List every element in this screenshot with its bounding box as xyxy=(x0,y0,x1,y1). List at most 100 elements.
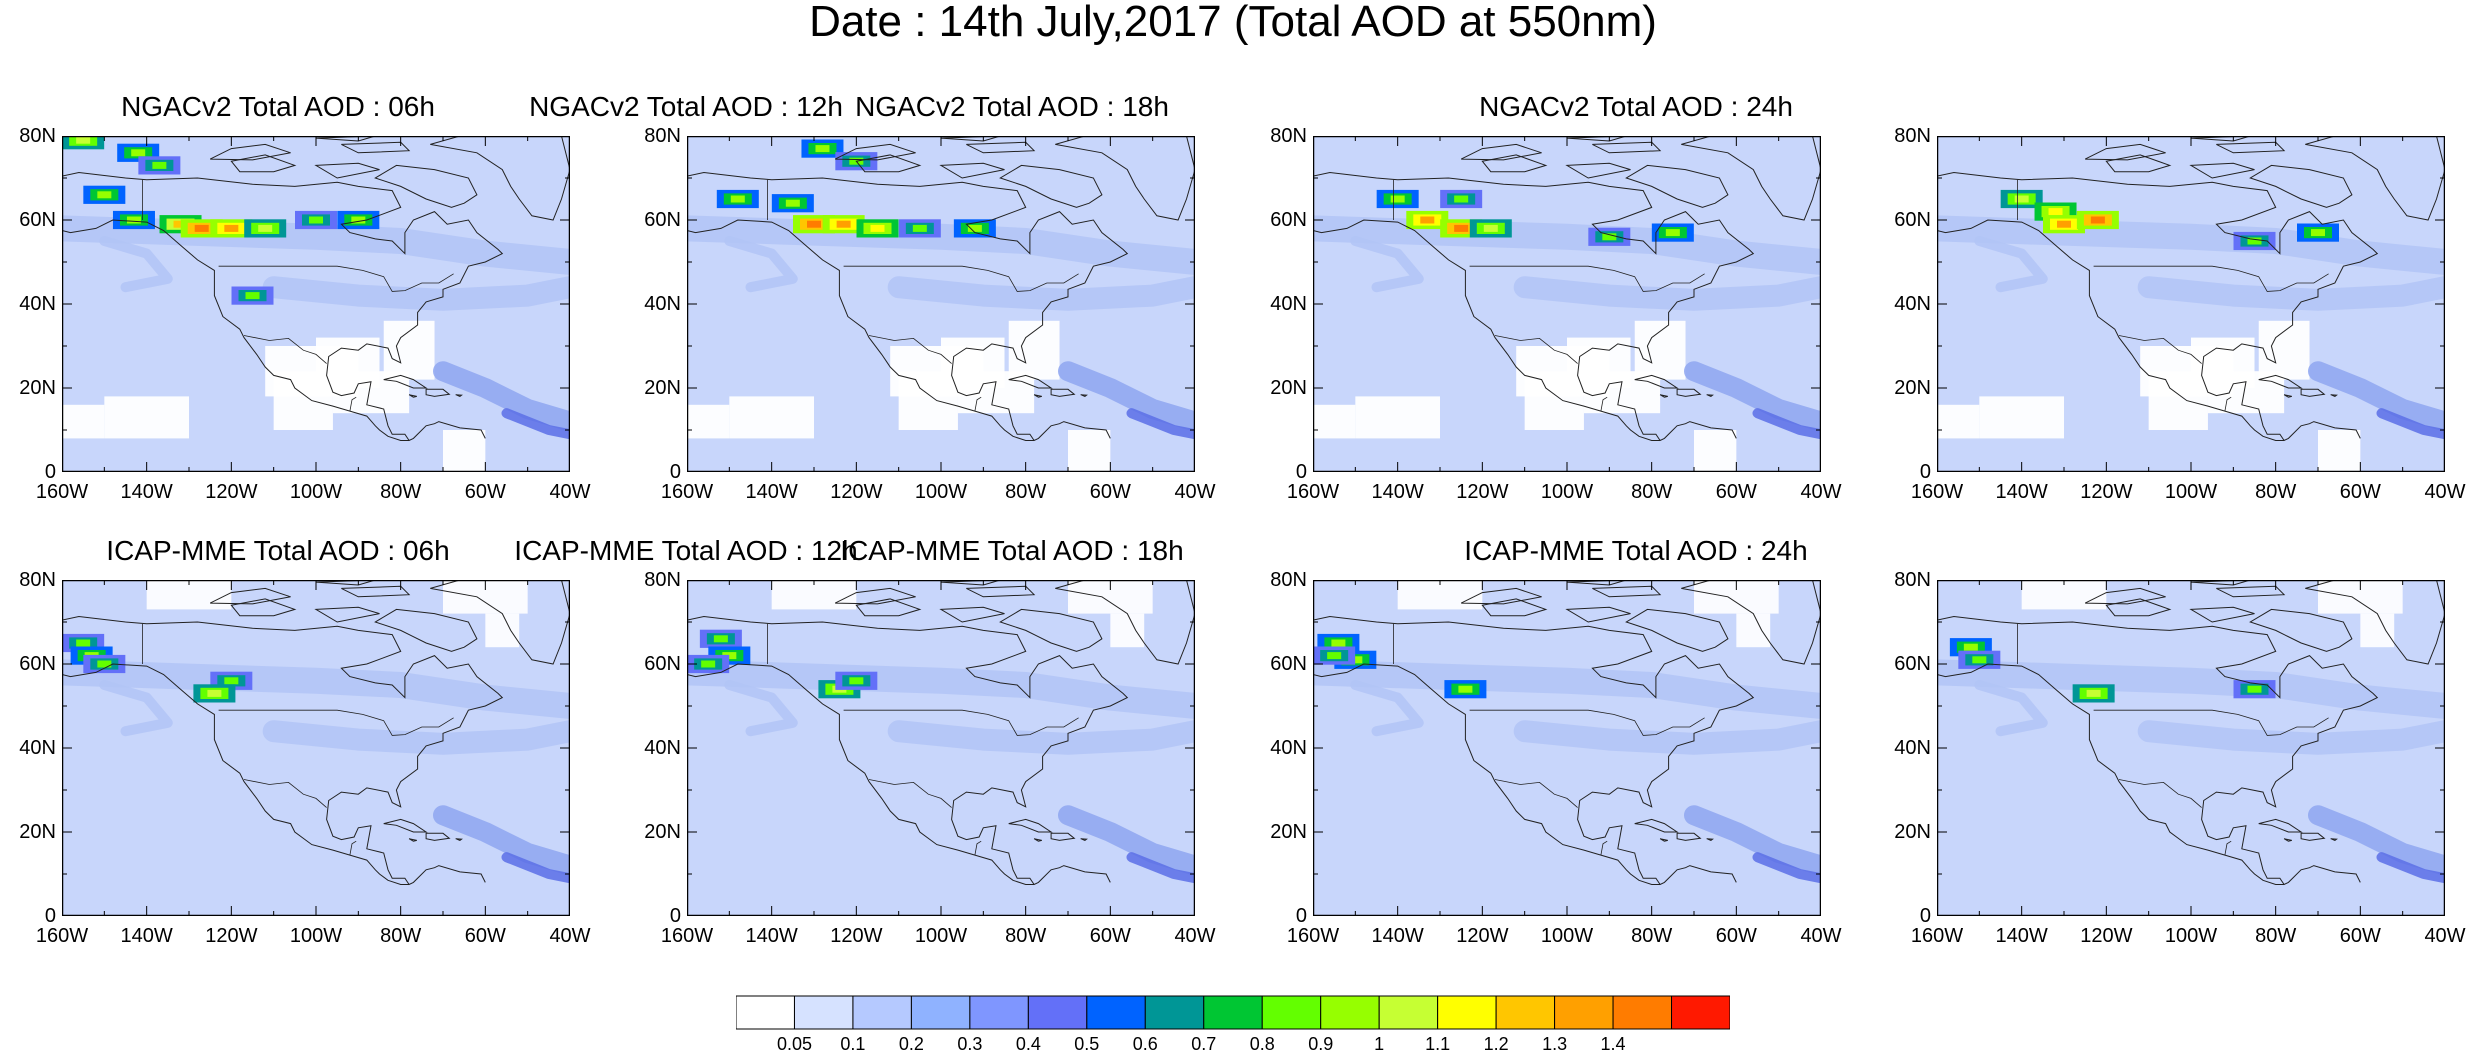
map-panel-ngac-24h xyxy=(1937,136,2445,472)
colorbar-label: 1.3 xyxy=(1542,1034,1568,1054)
colorbar-swatch xyxy=(1320,995,1380,1030)
colorbar-swatch xyxy=(1437,995,1497,1030)
y-tick-label: 80N xyxy=(1270,569,1307,591)
x-tick-label: 80W xyxy=(380,481,422,503)
x-tick-label: 120W xyxy=(2080,925,2133,947)
x-tick-label: 60W xyxy=(2339,925,2381,947)
x-tick-label: 140W xyxy=(1995,481,2048,503)
colorbar-swatch xyxy=(1378,995,1439,1030)
x-tick-label: 120W xyxy=(830,925,883,947)
x-tick-label: 160W xyxy=(660,481,714,503)
panel-title-icap-18h: ICAP-MME Total AOD : 18h xyxy=(840,535,1184,566)
colorbar-swatch xyxy=(1261,995,1322,1030)
panel-title-ngac-24h: NGACv2 Total AOD : 24h xyxy=(1479,91,1793,122)
x-tick-label: 40W xyxy=(1800,481,1842,503)
map-panel-icap-12h xyxy=(687,580,1195,916)
x-tick-label: 80W xyxy=(1631,925,1673,947)
y-tick-label: 40N xyxy=(644,293,681,315)
y-tick-label: 80N xyxy=(1270,125,1307,147)
y-tick-label: 20N xyxy=(19,377,56,399)
figure-title: Date : 14th July,2017 (Total AOD at 550n… xyxy=(809,0,1657,46)
colorbar-label: 1.1 xyxy=(1425,1034,1451,1054)
colorbar-swatch xyxy=(1495,995,1556,1030)
x-tick-label: 100W xyxy=(914,481,968,503)
y-tick-label: 20N xyxy=(1270,821,1307,843)
x-tick-label: 140W xyxy=(1371,481,1424,503)
y-tick-label: 80N xyxy=(644,125,681,147)
x-tick-label: 100W xyxy=(289,481,343,503)
y-tick-label: 0 xyxy=(44,461,56,483)
y-tick-label: 20N xyxy=(1894,377,1931,399)
x-tick-label: 100W xyxy=(2164,481,2218,503)
colorbar-label: 0.3 xyxy=(957,1034,983,1054)
x-tick-label: 160W xyxy=(660,925,714,947)
y-tick-label: 0 xyxy=(1295,905,1307,927)
x-tick-label: 80W xyxy=(2255,925,2297,947)
y-tick-label: 40N xyxy=(19,293,56,315)
x-tick-label: 160W xyxy=(35,481,89,503)
x-tick-label: 120W xyxy=(205,925,258,947)
y-tick-label: 40N xyxy=(644,737,681,759)
x-tick-label: 140W xyxy=(1995,925,2048,947)
map-panel-icap-18h xyxy=(1313,580,1821,916)
x-tick-label: 40W xyxy=(2424,925,2466,947)
panel-title-icap-12h: ICAP-MME Total AOD : 12h xyxy=(514,535,858,566)
x-tick-label: 140W xyxy=(1371,925,1424,947)
y-tick-label: 60N xyxy=(19,653,56,675)
colorbar-swatch xyxy=(1612,995,1673,1030)
colorbar-swatch xyxy=(1554,995,1614,1030)
y-tick-label: 0 xyxy=(44,905,56,927)
map-panel-ngac-12h xyxy=(687,136,1195,472)
colorbar-label: 0.6 xyxy=(1132,1034,1158,1054)
y-tick-label: 80N xyxy=(1894,125,1931,147)
panel-title-icap-24h: ICAP-MME Total AOD : 24h xyxy=(1464,535,1808,566)
y-tick-label: 60N xyxy=(1270,653,1307,675)
x-tick-label: 160W xyxy=(1286,481,1340,503)
x-tick-label: 160W xyxy=(1910,481,1964,503)
y-tick-label: 20N xyxy=(1894,821,1931,843)
y-tick-label: 0 xyxy=(1295,461,1307,483)
y-tick-label: 60N xyxy=(1270,209,1307,231)
y-tick-label: 60N xyxy=(644,653,681,675)
colorbar-label: 0.5 xyxy=(1074,1034,1100,1054)
x-tick-label: 100W xyxy=(1540,481,1594,503)
x-tick-label: 120W xyxy=(2080,481,2133,503)
map-panel-ngac-18h xyxy=(1313,136,1821,472)
colorbar-swatch xyxy=(1144,995,1205,1030)
x-tick-label: 60W xyxy=(464,925,506,947)
x-tick-label: 160W xyxy=(35,925,89,947)
panel-title-icap-06h: ICAP-MME Total AOD : 06h xyxy=(106,535,450,566)
y-tick-label: 0 xyxy=(669,905,681,927)
y-tick-label: 60N xyxy=(644,209,681,231)
colorbar-label: 0.4 xyxy=(1015,1034,1041,1054)
colorbar-swatch xyxy=(852,995,912,1030)
panel-title-ngac-06h: NGACv2 Total AOD : 06h xyxy=(121,91,435,122)
y-tick-label: 80N xyxy=(644,569,681,591)
y-tick-label: 60N xyxy=(1894,653,1931,675)
colorbar-label: 0.2 xyxy=(898,1034,924,1054)
y-tick-label: 60N xyxy=(1894,209,1931,231)
x-tick-label: 80W xyxy=(1005,925,1047,947)
y-tick-label: 20N xyxy=(1270,377,1307,399)
map-panel-ngac-06h xyxy=(62,136,570,472)
x-tick-label: 120W xyxy=(1456,925,1509,947)
x-tick-label: 160W xyxy=(1286,925,1340,947)
y-tick-label: 80N xyxy=(19,569,56,591)
x-tick-label: 100W xyxy=(1540,925,1594,947)
y-tick-label: 40N xyxy=(1270,293,1307,315)
map-panel-icap-24h xyxy=(1937,580,2445,916)
colorbar-label: 1.4 xyxy=(1600,1034,1626,1054)
colorbar-swatch xyxy=(1671,995,1730,1030)
x-tick-label: 120W xyxy=(830,481,883,503)
colorbar-swatch xyxy=(793,995,854,1030)
y-tick-label: 80N xyxy=(19,125,56,147)
x-tick-label: 120W xyxy=(1456,481,1509,503)
colorbar-swatch xyxy=(910,995,971,1030)
x-tick-label: 60W xyxy=(1715,481,1757,503)
y-tick-label: 20N xyxy=(19,821,56,843)
colorbar-swatch xyxy=(1203,995,1263,1030)
y-tick-label: 20N xyxy=(644,377,681,399)
colorbar-swatch xyxy=(969,995,1029,1030)
colorbar-label: 0.7 xyxy=(1191,1034,1217,1054)
x-tick-label: 100W xyxy=(2164,925,2218,947)
